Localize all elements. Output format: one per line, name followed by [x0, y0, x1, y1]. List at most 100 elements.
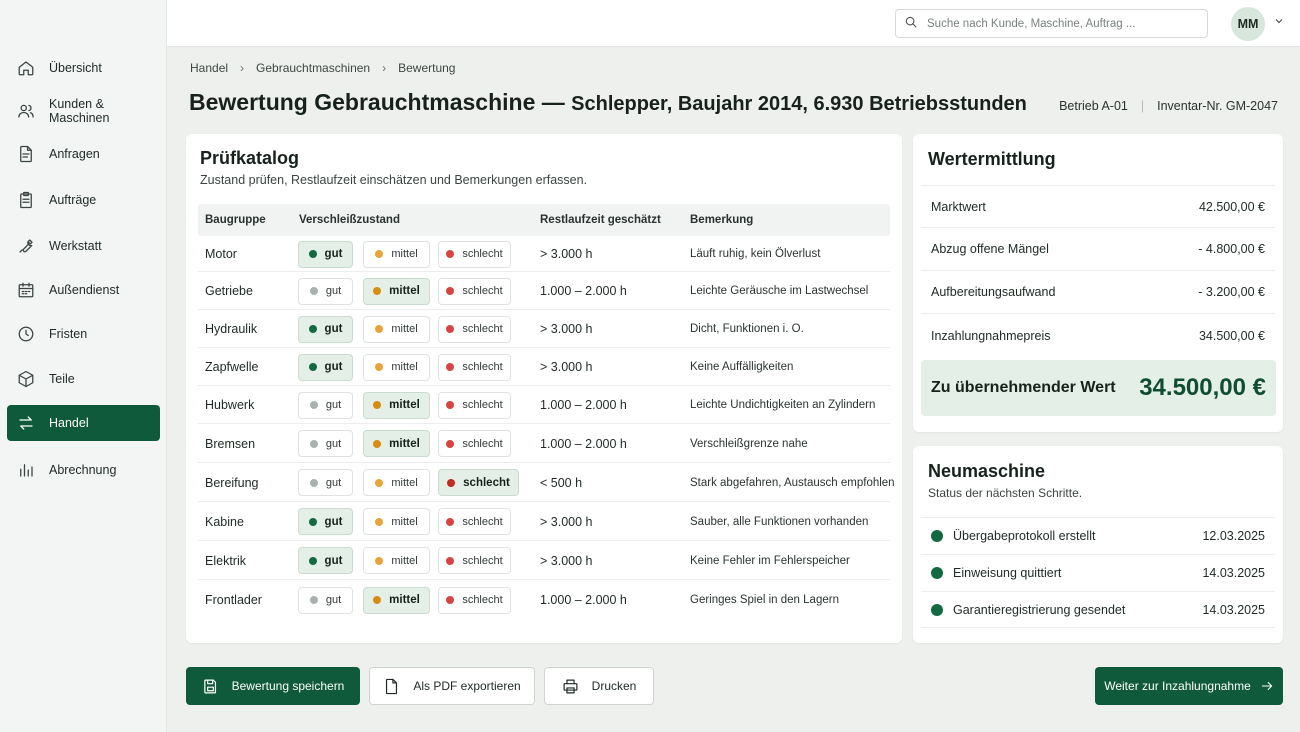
export-pdf-button[interactable]: Als PDF exportieren — [369, 667, 535, 705]
state-option-schlecht[interactable]: schlecht — [438, 508, 511, 535]
bemerkung-cell[interactable]: Keine Auffälligkeiten — [690, 361, 794, 373]
state-option-schlecht[interactable]: schlecht — [438, 277, 511, 305]
state-option-gut[interactable]: gut — [298, 315, 353, 343]
state-option-label: schlecht — [463, 476, 510, 489]
table-row: Frontlader gut mittel schlecht 1.000 – 2.000… — [198, 580, 890, 620]
state-option-schlecht[interactable]: schlecht — [438, 240, 511, 268]
state-option-mittel[interactable]: mittel — [363, 430, 430, 457]
status-dot-icon — [446, 325, 455, 333]
state-option-gut[interactable]: gut — [298, 586, 353, 614]
bemerkung-cell[interactable]: Sauber, alle Funktionen vorhanden — [690, 515, 869, 528]
status-dot-icon — [375, 325, 384, 333]
bemerkung-cell[interactable]: Dicht, Funktionen i. O. — [690, 323, 804, 335]
status-dot-icon — [375, 517, 384, 526]
state-option-gut[interactable]: gut — [298, 353, 353, 381]
bemerkung-cell[interactable]: Geringes Spiel in den Lagern — [690, 594, 839, 606]
sidebar-item-aussendienst[interactable]: Außendienst — [7, 272, 160, 308]
state-option-schlecht[interactable]: schlecht — [438, 469, 519, 496]
state-option-mittel[interactable]: mittel — [363, 508, 430, 535]
sidebar-item-kunden-maschinen[interactable]: Kunden & Maschinen — [7, 93, 160, 129]
state-option-schlecht[interactable]: schlecht — [438, 547, 511, 574]
column-header-baugruppe: Baugruppe — [205, 214, 266, 226]
status-dot-icon — [446, 401, 455, 409]
state-option-gut[interactable]: gut — [298, 508, 353, 535]
state-option-schlecht[interactable]: schlecht — [438, 391, 511, 419]
state-option-mittel[interactable]: mittel — [363, 547, 430, 574]
state-option-label: schlecht — [462, 248, 503, 260]
state-option-gut[interactable]: gut — [298, 277, 353, 305]
status-dot-icon — [308, 556, 317, 565]
save-icon — [203, 679, 216, 693]
state-option-gut[interactable]: gut — [298, 391, 353, 419]
status-dot-icon — [375, 363, 384, 371]
column-header-bemerkung: Bemerkung — [690, 214, 754, 226]
state-option-label: mittel — [391, 476, 418, 489]
sidebar-item-abrechnung[interactable]: Abrechnung — [7, 452, 160, 488]
state-option-label: schlecht — [462, 515, 503, 528]
baugruppe-cell: Frontlader — [205, 593, 262, 607]
save-button[interactable]: Bewertung speichern — [186, 667, 360, 705]
print-button[interactable]: Drucken — [544, 667, 654, 705]
status-dot-icon — [308, 517, 317, 526]
sidebar: Übersicht Kunden & Maschinen Anfragen Au… — [0, 0, 167, 732]
state-option-mittel[interactable]: mittel — [363, 586, 430, 614]
state-option-gut[interactable]: gut — [298, 240, 353, 268]
bemerkung-cell[interactable]: Keine Fehler im Fehlerspeicher — [690, 554, 850, 567]
sidebar-item-werkstatt[interactable]: Werkstatt — [7, 228, 160, 264]
bemerkung-cell[interactable]: Läuft ruhig, kein Ölverlust — [690, 248, 821, 260]
pruefkatalog-card: Prüfkatalog Zustand prüfen, Restlaufzeit… — [186, 134, 902, 643]
restlaufzeit-cell: > 3.000 h — [540, 322, 593, 336]
state-option-label: schlecht — [462, 361, 503, 373]
column-header-verschleiss: Verschleißzustand — [299, 214, 400, 226]
bemerkung-cell[interactable]: Stark abgefahren, Austausch empfohlen — [690, 476, 895, 489]
pruefkatalog-title: Prüfkatalog — [200, 148, 300, 168]
neumaschine-title: Neumaschine — [928, 461, 1046, 481]
arrow-right-icon — [1261, 682, 1272, 690]
breadcrumb-item-handel[interactable]: Handel — [190, 61, 229, 75]
state-option-schlecht[interactable]: schlecht — [438, 586, 511, 614]
search-input[interactable] — [927, 17, 1197, 30]
export-pdf-label: Als PDF exportieren — [413, 679, 521, 693]
topbar: MM — [167, 0, 1300, 47]
state-option-schlecht[interactable]: schlecht — [438, 353, 511, 381]
state-option-mittel[interactable]: mittel — [363, 315, 430, 343]
breadcrumb: Handel › Gebrauchtmaschinen › Bewertung — [190, 61, 455, 75]
sidebar-item-fristen[interactable]: Fristen — [7, 316, 160, 352]
state-option-mittel[interactable]: mittel — [363, 469, 430, 496]
state-option-mittel[interactable]: mittel — [363, 240, 430, 268]
chevron-down-icon[interactable] — [1273, 15, 1287, 29]
step-date: 14.03.2025 — [1202, 566, 1265, 580]
sidebar-item-uebersicht[interactable]: Übersicht — [7, 50, 160, 86]
table-row: Elektrik gut mittel schlecht > 3.000 h Keine … — [198, 541, 890, 580]
state-option-schlecht[interactable]: schlecht — [438, 430, 511, 457]
sidebar-item-auftraege[interactable]: Aufträge — [7, 182, 160, 218]
avatar[interactable]: MM — [1231, 7, 1265, 41]
sidebar-item-anfragen[interactable]: Anfragen — [7, 136, 160, 172]
page-title: Bewertung Gebrauchtmaschine — Schlepper,… — [189, 89, 1027, 116]
restlaufzeit-cell: 1.000 – 2.000 h — [540, 284, 627, 298]
bemerkung-cell[interactable]: Leichte Undichtigkeiten an Zylindern — [690, 399, 876, 411]
state-option-mittel[interactable]: mittel — [363, 353, 430, 381]
bemerkung-cell[interactable]: Leichte Geräusche im Lastwechsel — [690, 285, 869, 297]
bemerkung-cell[interactable]: Verschleißgrenze nahe — [690, 437, 808, 450]
state-option-label: mittel — [391, 515, 418, 528]
next-inzahlungnahme-button[interactable]: Weiter zur Inzahlungnahme — [1095, 667, 1283, 705]
state-option-schlecht[interactable]: schlecht — [438, 315, 511, 343]
search-box[interactable] — [895, 9, 1208, 38]
wert-value: 42.500,00 € — [1198, 199, 1265, 214]
breadcrumb-item-gebrauchtmaschinen[interactable]: Gebrauchtmaschinen — [256, 61, 371, 75]
state-option-gut[interactable]: gut — [298, 430, 353, 457]
sidebar-item-teile[interactable]: Teile — [7, 361, 160, 397]
restlaufzeit-cell: > 3.000 h — [540, 360, 593, 374]
wert-label: Abzug offene Mängel — [931, 242, 1049, 256]
state-option-mittel[interactable]: mittel — [363, 391, 430, 419]
state-option-label: schlecht — [462, 285, 503, 297]
state-option-gut[interactable]: gut — [298, 469, 353, 496]
state-option-mittel[interactable]: mittel — [363, 277, 430, 305]
status-dot-icon — [931, 530, 943, 542]
status-dot-icon — [309, 287, 318, 295]
state-option-gut[interactable]: gut — [298, 547, 353, 574]
wert-row-aufbereitung: Aufbereitungsaufwand - 3.200,00 € — [921, 271, 1275, 314]
sidebar-item-handel[interactable]: Handel — [7, 405, 160, 441]
status-dot-icon — [309, 596, 318, 604]
